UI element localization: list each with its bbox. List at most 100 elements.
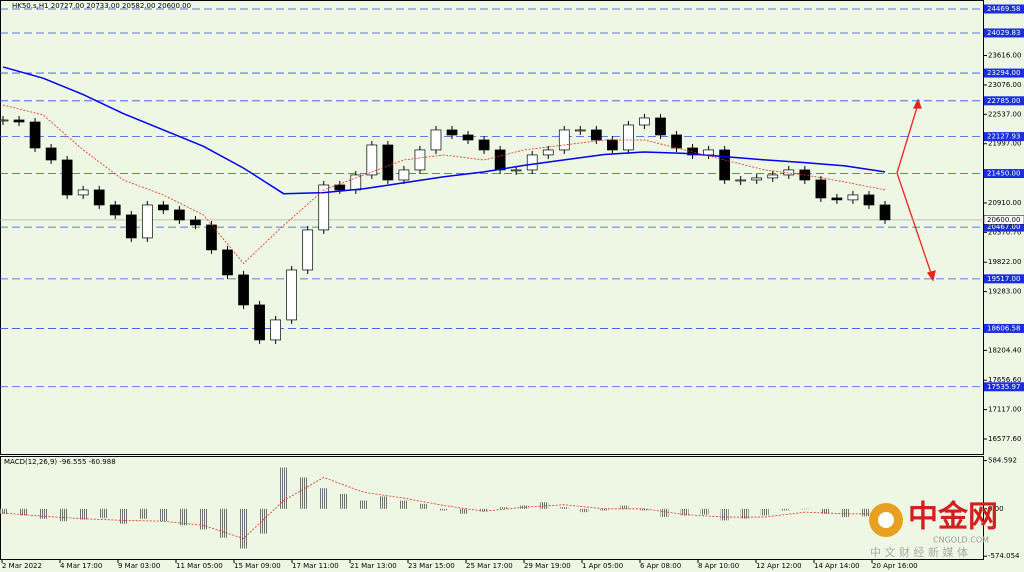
y-tick-label: 19822.00: [988, 258, 1021, 266]
level-box: [984, 96, 1024, 106]
histogram-bar: [319, 488, 328, 509]
histogram-bar: [0, 508, 7, 514]
histogram-bar: [600, 508, 609, 511]
histogram-bar: [740, 508, 749, 519]
candle: [735, 179, 747, 182]
candle: [125, 214, 137, 239]
histogram-bar: [460, 508, 469, 514]
y-tick-label: 20910.00: [988, 199, 1021, 207]
candle: [446, 129, 458, 136]
candle: [254, 304, 265, 341]
x-tick-label: 4 Mar 17:00: [60, 562, 102, 570]
moving-average: [2, 66, 886, 195]
histogram-bar: [139, 508, 148, 519]
level-box: [984, 68, 1024, 78]
candle: [847, 194, 859, 201]
candle: [879, 204, 891, 221]
x-tick-label: 11 Mar 05:00: [176, 562, 223, 570]
candle: [286, 269, 298, 321]
watermark: 中金网 CNGOLD.COM 中 文 财 经 新 媒 体: [869, 500, 998, 559]
histogram-bar: [219, 508, 228, 538]
y-tick-label: 16577.60: [988, 435, 1021, 443]
histogram-bar: [279, 467, 288, 509]
candle: [623, 124, 634, 151]
x-tick-label: 17 Mar 11:00: [292, 562, 339, 570]
forecast-arrows: [896, 98, 936, 282]
histogram-bar: [239, 508, 248, 549]
histogram-bar: [680, 508, 689, 516]
candle: [414, 149, 426, 171]
histogram-bar: [440, 508, 448, 511]
level-box: [984, 382, 1024, 392]
level-box: [984, 274, 1024, 284]
arrow-head: [926, 270, 936, 282]
watermark-site: CNGOLD.COM: [933, 536, 989, 545]
histogram-bar: [660, 508, 669, 518]
level-label: 17535.97: [987, 383, 1020, 391]
candle: [703, 149, 714, 156]
current-price-box: [983, 215, 1024, 225]
candle: [478, 139, 490, 151]
histogram-bar: [840, 508, 849, 518]
x-tick-label: 20 Apr 16:00: [872, 562, 918, 570]
candle: [574, 129, 586, 132]
histogram-bar: [39, 508, 48, 519]
candle: [350, 174, 362, 191]
candle: [831, 197, 843, 201]
histogram-bar: [379, 496, 388, 509]
level-label: 24469.58: [987, 5, 1020, 13]
histogram-bar: [800, 508, 809, 510]
level-label: 22127.93: [987, 133, 1020, 141]
macd-pane: [0, 456, 984, 560]
signal-line: [2, 477, 886, 539]
histogram-bar: [700, 508, 709, 515]
candle: [639, 117, 650, 126]
main-pane: [0, 0, 984, 455]
histogram-bar: [159, 508, 168, 522]
candle: [366, 144, 378, 176]
level-label: 21450.00: [987, 170, 1020, 178]
histogram-bar: [860, 508, 869, 517]
histogram-bar: [580, 508, 589, 513]
level-box: [984, 28, 1024, 38]
candle: [783, 169, 795, 176]
candle: [29, 121, 41, 149]
candle: [526, 154, 538, 171]
current-price-label: 20600.00: [987, 216, 1020, 224]
y-tick-label: -574.054: [988, 552, 1020, 560]
candle: [687, 147, 698, 156]
candle: [767, 174, 779, 179]
candle: [174, 209, 185, 221]
candle: [334, 184, 346, 191]
y-tick-label: 19283.00: [988, 288, 1021, 296]
histogram-bar: [19, 508, 28, 516]
histogram-bar: [820, 508, 829, 514]
candle: [494, 149, 506, 171]
x-tick-label: 9 Mar 03:00: [118, 562, 160, 570]
candle: [542, 149, 554, 156]
x-tick-label: 15 Mar 09:00: [234, 562, 281, 570]
level-box: [984, 323, 1024, 333]
level-label: 19517.00: [987, 275, 1020, 283]
level-label: 20467.00: [987, 223, 1020, 231]
candle: [45, 147, 57, 161]
candle: [430, 129, 442, 151]
histogram-bar: [780, 508, 789, 511]
arrow-down: [896, 172, 933, 277]
histogram-bar: [359, 500, 368, 509]
level-label: 18606.58: [987, 324, 1020, 332]
candle: [318, 184, 330, 231]
y-tick-label: 584.592: [988, 457, 1017, 465]
histogram-bar: [419, 503, 428, 509]
histogram-bar: [99, 508, 108, 518]
candle: [109, 204, 121, 216]
candle: [558, 129, 570, 151]
level-label: 24029.83: [987, 29, 1020, 37]
level-box: [984, 132, 1024, 142]
watermark-logo: 中金网: [908, 500, 998, 535]
candle: [0, 119, 9, 122]
histogram-bar: [179, 508, 188, 526]
arrow-head: [912, 98, 922, 109]
candle: [607, 139, 618, 151]
